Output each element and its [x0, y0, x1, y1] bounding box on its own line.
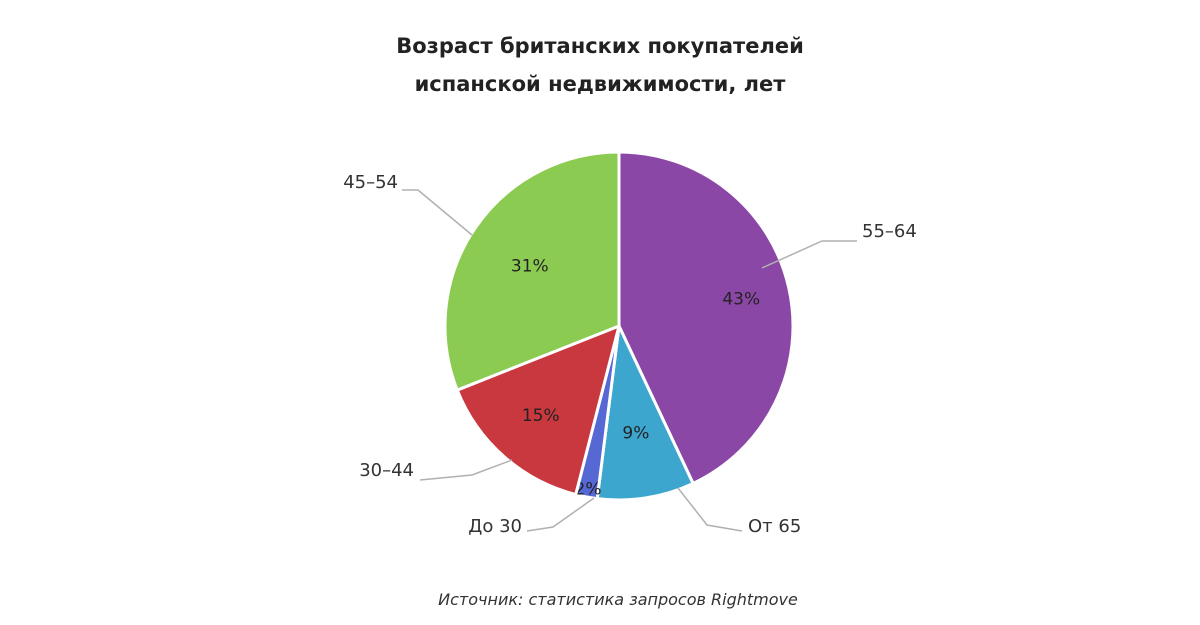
leader-line-5 — [402, 189, 473, 236]
pie-slice-value-label-2: 9% — [622, 424, 649, 444]
leader-line-4 — [419, 459, 513, 481]
pie-slice-2 — [595, 324, 695, 502]
pie-slice-value-label-1: 43% — [722, 290, 760, 310]
pie-slice-4 — [455, 324, 621, 497]
pie-slice-value-label-5: 31% — [511, 256, 549, 276]
chart-title-line-2: испанской недвижимости, лет — [414, 72, 786, 96]
pie-category-label-4: 30–44 — [359, 460, 414, 481]
pie-category-label-3: До 30 — [468, 516, 522, 537]
leader-line-2 — [677, 487, 743, 532]
pie-slice-1 — [617, 150, 795, 485]
leader-line-1 — [761, 240, 857, 269]
chart-source-note: Источник: статистика запросов Rightmove — [438, 590, 798, 609]
pie-category-label-1: 55–64 — [862, 221, 917, 242]
leader-line-3 — [526, 497, 595, 532]
pie-slice-value-label-4: 15% — [522, 406, 560, 426]
pie-category-label-2: От 65 — [748, 516, 801, 537]
pie-category-label-5: 45–54 — [343, 172, 398, 193]
pie-slice-value-label-3: 2% — [575, 479, 602, 499]
chart-title-line-1: Возраст британских покупателей — [396, 34, 804, 58]
pie-slice-5 — [443, 150, 621, 392]
